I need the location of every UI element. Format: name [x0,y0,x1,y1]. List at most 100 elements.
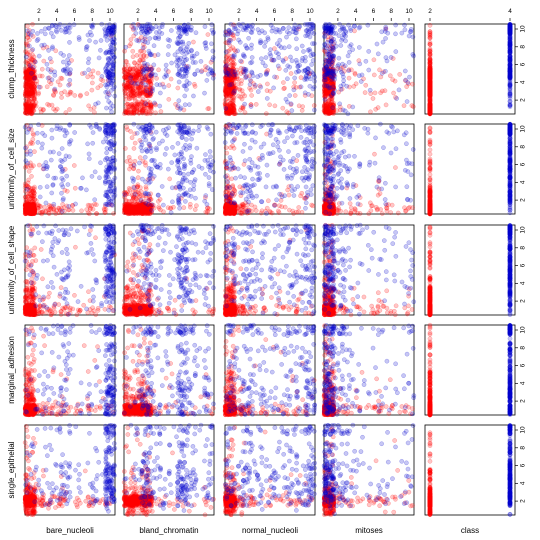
data-point [312,107,317,113]
data-point [149,24,154,30]
data-point [184,44,190,50]
data-point [374,41,380,47]
data-point [58,125,64,131]
data-point [186,127,192,133]
data-point [174,59,179,65]
data-point [35,31,40,36]
data-point [29,193,35,199]
data-point [89,173,95,179]
data-point [185,22,191,27]
data-point [39,210,45,215]
data-point [59,176,65,181]
data-point [181,205,187,211]
data-point [47,149,53,155]
data-point [196,128,201,133]
data-point [136,168,141,174]
data-point [378,90,383,96]
data-point [339,26,345,32]
data-point [78,92,83,98]
data-point [53,108,58,113]
data-point [105,156,110,161]
data-point [66,82,71,88]
data-point [122,192,127,198]
data-point [30,92,36,98]
data-point [291,87,297,93]
data-point [53,211,59,216]
data-point [350,104,356,110]
data-point [151,136,156,141]
data-point [95,85,101,91]
data-point [61,59,66,65]
data-point [143,179,148,185]
data-point [169,28,174,33]
data-point [209,187,215,192]
data-point [346,75,352,81]
data-point [98,38,104,43]
data-point [391,90,396,96]
data-point [27,72,33,78]
data-point [243,75,249,81]
data-point [133,92,138,97]
data-point [49,102,55,108]
data-point [99,74,105,79]
data-point [71,22,77,28]
data-point [90,25,95,30]
data-point [190,130,196,136]
data-point [97,127,103,132]
data-point [60,184,66,190]
data-point [270,25,276,31]
data-point [203,171,208,177]
data-point [337,101,343,107]
data-point [134,52,140,58]
data-point [92,197,98,203]
data-point [247,85,252,91]
data-point [106,91,111,96]
data-point [253,83,258,88]
panel-r0-c2 [222,21,318,117]
data-point [507,75,513,81]
data-point [371,72,377,78]
data-point [236,81,241,86]
data-point [191,183,197,189]
data-point [32,75,37,81]
data-point [23,102,29,107]
data-point [49,59,54,65]
data-point [23,92,29,98]
data-point [392,78,398,84]
data-point [357,61,363,67]
data-point [108,131,114,136]
data-point [27,91,33,97]
data-point [338,86,344,92]
data-point [148,149,154,154]
data-point [247,81,253,87]
data-point [24,80,29,85]
data-point [153,129,159,135]
data-point [65,182,71,187]
data-point [288,71,294,76]
data-point [67,89,73,95]
data-point [410,34,416,40]
data-point [402,22,407,28]
data-point [285,99,290,105]
data-point [209,41,214,47]
data-point [100,139,106,145]
data-point [507,72,513,77]
data-point [292,93,298,98]
data-point [371,57,377,63]
data-point [73,201,78,207]
data-point [182,102,188,108]
data-point [149,131,154,137]
data-point [161,84,167,90]
data-point [22,69,28,74]
data-point [31,97,37,103]
data-point [273,29,279,35]
data-point [327,53,332,59]
data-point [185,171,191,177]
data-point [144,111,150,117]
data-point [181,191,187,197]
data-point [180,41,186,47]
data-point [99,21,105,27]
data-point [192,72,198,77]
data-point [142,154,148,160]
